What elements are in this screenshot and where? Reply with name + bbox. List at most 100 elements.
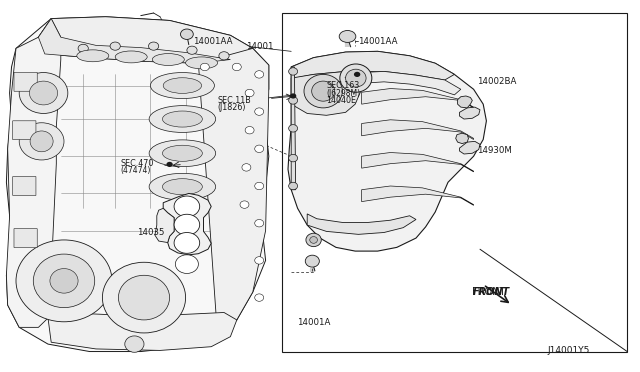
Ellipse shape (115, 51, 147, 63)
Polygon shape (198, 48, 269, 337)
FancyBboxPatch shape (14, 229, 37, 247)
Polygon shape (362, 153, 474, 172)
Ellipse shape (289, 97, 298, 104)
FancyBboxPatch shape (13, 177, 36, 195)
Polygon shape (288, 51, 486, 251)
Ellipse shape (163, 179, 202, 195)
Polygon shape (362, 186, 474, 205)
Ellipse shape (175, 255, 198, 273)
Ellipse shape (305, 255, 319, 267)
Ellipse shape (102, 262, 186, 333)
Ellipse shape (166, 162, 173, 167)
Ellipse shape (289, 68, 298, 75)
Ellipse shape (16, 240, 112, 322)
Ellipse shape (289, 125, 298, 132)
Ellipse shape (78, 44, 88, 52)
Ellipse shape (148, 42, 159, 50)
Ellipse shape (163, 145, 202, 161)
Polygon shape (458, 96, 472, 108)
Ellipse shape (149, 140, 216, 167)
Ellipse shape (219, 52, 229, 60)
Ellipse shape (242, 164, 251, 171)
Ellipse shape (312, 81, 335, 101)
Polygon shape (48, 312, 237, 350)
Polygon shape (460, 107, 480, 119)
Text: (47474): (47474) (120, 166, 150, 175)
Ellipse shape (33, 254, 95, 308)
Text: SEC.11B: SEC.11B (218, 96, 252, 105)
Ellipse shape (163, 78, 202, 93)
Ellipse shape (50, 269, 78, 293)
Ellipse shape (255, 294, 264, 301)
Polygon shape (291, 51, 454, 80)
Text: (J6298M): (J6298M) (326, 89, 360, 97)
Polygon shape (362, 120, 474, 140)
Polygon shape (291, 67, 296, 190)
Ellipse shape (77, 50, 109, 62)
Ellipse shape (19, 123, 64, 160)
Ellipse shape (19, 73, 68, 113)
Ellipse shape (306, 233, 321, 247)
Bar (282, 13, 627, 352)
Ellipse shape (186, 57, 218, 69)
Ellipse shape (310, 237, 317, 243)
Polygon shape (362, 71, 461, 95)
Text: 14001AA: 14001AA (358, 37, 398, 46)
Text: 14001A: 14001A (297, 318, 330, 327)
FancyBboxPatch shape (13, 121, 36, 140)
Ellipse shape (289, 154, 298, 162)
Polygon shape (6, 19, 61, 327)
Ellipse shape (255, 219, 264, 227)
Ellipse shape (255, 257, 264, 264)
Text: 14040E: 14040E (326, 96, 356, 105)
Ellipse shape (174, 196, 200, 217)
Polygon shape (460, 141, 480, 154)
Text: FRONT: FRONT (472, 287, 506, 297)
Text: 14001: 14001 (246, 42, 273, 51)
Ellipse shape (339, 31, 356, 42)
Ellipse shape (240, 201, 249, 208)
Text: (J1826): (J1826) (218, 103, 246, 112)
Polygon shape (155, 208, 174, 243)
Ellipse shape (200, 63, 209, 71)
Text: 14930M: 14930M (477, 146, 511, 155)
Polygon shape (6, 17, 269, 352)
Ellipse shape (149, 106, 216, 132)
Polygon shape (362, 89, 474, 108)
Ellipse shape (245, 89, 254, 97)
Ellipse shape (163, 111, 202, 127)
Ellipse shape (245, 126, 254, 134)
Ellipse shape (152, 54, 184, 65)
Ellipse shape (149, 173, 216, 200)
Ellipse shape (118, 275, 170, 320)
FancyBboxPatch shape (14, 73, 37, 91)
Text: 14035: 14035 (137, 228, 164, 237)
Text: J14001Y5: J14001Y5 (548, 346, 590, 355)
Text: SEC.163: SEC.163 (326, 81, 360, 90)
Ellipse shape (354, 72, 360, 77)
Text: 14002BA: 14002BA (477, 77, 516, 86)
Ellipse shape (29, 81, 58, 105)
Ellipse shape (346, 69, 366, 87)
Polygon shape (307, 214, 416, 234)
Text: FRONT: FRONT (472, 287, 509, 297)
Ellipse shape (174, 232, 200, 253)
Ellipse shape (174, 214, 200, 235)
Ellipse shape (180, 29, 193, 39)
Text: SEC.470: SEC.470 (120, 159, 154, 168)
Ellipse shape (255, 108, 264, 115)
Ellipse shape (289, 182, 298, 190)
Ellipse shape (304, 74, 342, 108)
Ellipse shape (255, 145, 264, 153)
Ellipse shape (150, 73, 214, 99)
Ellipse shape (187, 46, 197, 54)
Ellipse shape (290, 93, 296, 99)
Ellipse shape (255, 182, 264, 190)
Polygon shape (456, 133, 468, 144)
Ellipse shape (232, 63, 241, 71)
Ellipse shape (30, 131, 53, 152)
Ellipse shape (255, 71, 264, 78)
Ellipse shape (125, 336, 144, 352)
Polygon shape (163, 193, 211, 255)
Ellipse shape (110, 42, 120, 50)
